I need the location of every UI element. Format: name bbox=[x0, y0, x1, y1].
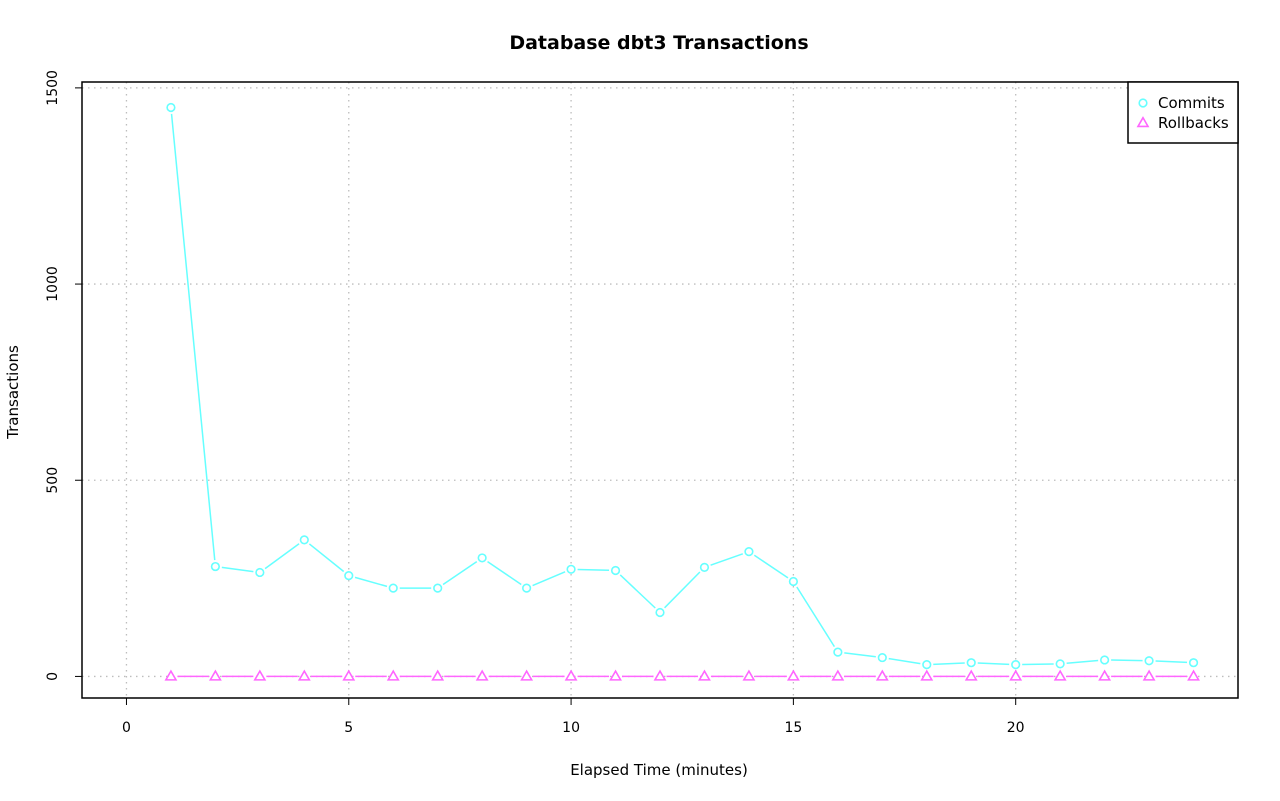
commits-point bbox=[1011, 660, 1021, 670]
rollbacks-point bbox=[786, 669, 800, 681]
commits-point bbox=[522, 583, 532, 593]
series-line-segment bbox=[796, 586, 836, 647]
rollbacks-point bbox=[875, 669, 889, 681]
axes: 0 5 10 15 20 0 500 1000 1500 bbox=[45, 70, 1025, 736]
legend: Commits Rollbacks bbox=[1127, 81, 1239, 144]
commits-point bbox=[477, 553, 487, 563]
series-line-segment bbox=[1022, 663, 1054, 666]
series-line-segment bbox=[753, 554, 789, 579]
commits-point bbox=[1188, 658, 1199, 668]
series-line-segment bbox=[844, 652, 876, 658]
rollbacks-point bbox=[431, 669, 445, 681]
commits-point bbox=[699, 562, 710, 572]
series-rollbacks bbox=[164, 669, 1200, 681]
commits-point bbox=[744, 547, 754, 557]
rollbacks-point bbox=[208, 669, 222, 681]
series-line-segment bbox=[221, 566, 254, 573]
rollbacks-point bbox=[698, 669, 711, 681]
commits-point bbox=[433, 583, 443, 593]
rollbacks-point bbox=[653, 669, 667, 681]
commits-point bbox=[610, 565, 621, 576]
series-commits bbox=[166, 102, 1199, 670]
series-line-segment bbox=[1155, 660, 1188, 664]
commits-point bbox=[388, 583, 398, 593]
commits-point bbox=[566, 564, 576, 574]
series-layer bbox=[164, 102, 1200, 681]
rollbacks-point bbox=[831, 669, 845, 681]
series-line-segment bbox=[933, 662, 965, 666]
y-tick-label: 500 bbox=[45, 467, 61, 494]
x-tick-label: 0 bbox=[122, 720, 131, 736]
commits-point bbox=[922, 660, 932, 670]
rollbacks-point bbox=[164, 669, 178, 681]
series-line-segment bbox=[264, 543, 300, 570]
series-line-segment bbox=[1066, 659, 1099, 665]
series-line-segment bbox=[977, 662, 1010, 666]
series-line-segment bbox=[619, 574, 656, 609]
legend-box bbox=[1127, 81, 1239, 144]
rollbacks-point bbox=[1098, 669, 1112, 681]
series-line-segment bbox=[664, 571, 701, 609]
rollbacks-point bbox=[297, 669, 311, 681]
series-line-segment bbox=[710, 553, 744, 566]
plot-frame bbox=[81, 81, 1239, 699]
rollbacks-point bbox=[742, 669, 756, 681]
commits-point bbox=[877, 652, 887, 663]
legend-rollbacks-label: Rollbacks bbox=[1158, 114, 1229, 132]
rollbacks-point bbox=[386, 669, 400, 681]
series-line-segment bbox=[170, 113, 216, 561]
commits-point bbox=[344, 570, 354, 581]
series-line-segment bbox=[442, 560, 478, 586]
rollbacks-point bbox=[964, 669, 978, 681]
commits-point bbox=[966, 658, 976, 668]
commits-point bbox=[166, 102, 176, 113]
series-line-segment bbox=[577, 568, 610, 572]
commits-point bbox=[299, 535, 309, 545]
y-tick-label: 1500 bbox=[45, 70, 61, 106]
rollbacks-point bbox=[520, 669, 534, 681]
rollbacks-point bbox=[1187, 669, 1200, 681]
series-line-segment bbox=[532, 571, 566, 587]
series-line-segment bbox=[1111, 659, 1143, 662]
legend-rollbacks-marker bbox=[1136, 116, 1150, 128]
grid bbox=[82, 82, 1238, 698]
rollbacks-point bbox=[1009, 669, 1023, 681]
x-tick-label: 20 bbox=[1007, 720, 1025, 736]
commits-point bbox=[1100, 655, 1110, 665]
rollbacks-point bbox=[1053, 669, 1067, 681]
series-line-segment bbox=[308, 543, 345, 573]
x-axis-label: Elapsed Time (minutes) bbox=[570, 761, 748, 779]
legend-commits-label: Commits bbox=[1158, 94, 1225, 112]
rollbacks-point bbox=[609, 669, 622, 681]
series-line-segment bbox=[888, 657, 921, 665]
legend-commits-marker bbox=[1138, 98, 1148, 108]
commits-point bbox=[788, 576, 798, 587]
commits-point bbox=[210, 561, 220, 572]
commits-point bbox=[833, 647, 843, 657]
series-line-segment bbox=[354, 576, 388, 588]
y-axis-label: Transactions bbox=[4, 345, 22, 440]
y-tick-label: 1000 bbox=[45, 266, 61, 302]
x-tick-label: 10 bbox=[562, 720, 580, 736]
x-tick-label: 15 bbox=[784, 720, 802, 736]
x-tick-label: 5 bbox=[344, 720, 353, 736]
rollbacks-point bbox=[1142, 669, 1156, 681]
commits-point bbox=[1055, 659, 1065, 669]
commits-point bbox=[655, 607, 665, 618]
commits-point bbox=[255, 567, 265, 578]
rollbacks-point bbox=[475, 669, 489, 681]
y-tick-label: 0 bbox=[45, 672, 61, 681]
commits-point bbox=[1144, 656, 1154, 666]
series-line-segment bbox=[487, 560, 522, 586]
chart-title: Database dbt3 Transactions bbox=[509, 32, 808, 54]
rollbacks-point bbox=[342, 669, 356, 681]
rollbacks-point bbox=[564, 669, 578, 681]
rollbacks-point bbox=[920, 669, 934, 681]
rollbacks-point bbox=[253, 669, 267, 681]
